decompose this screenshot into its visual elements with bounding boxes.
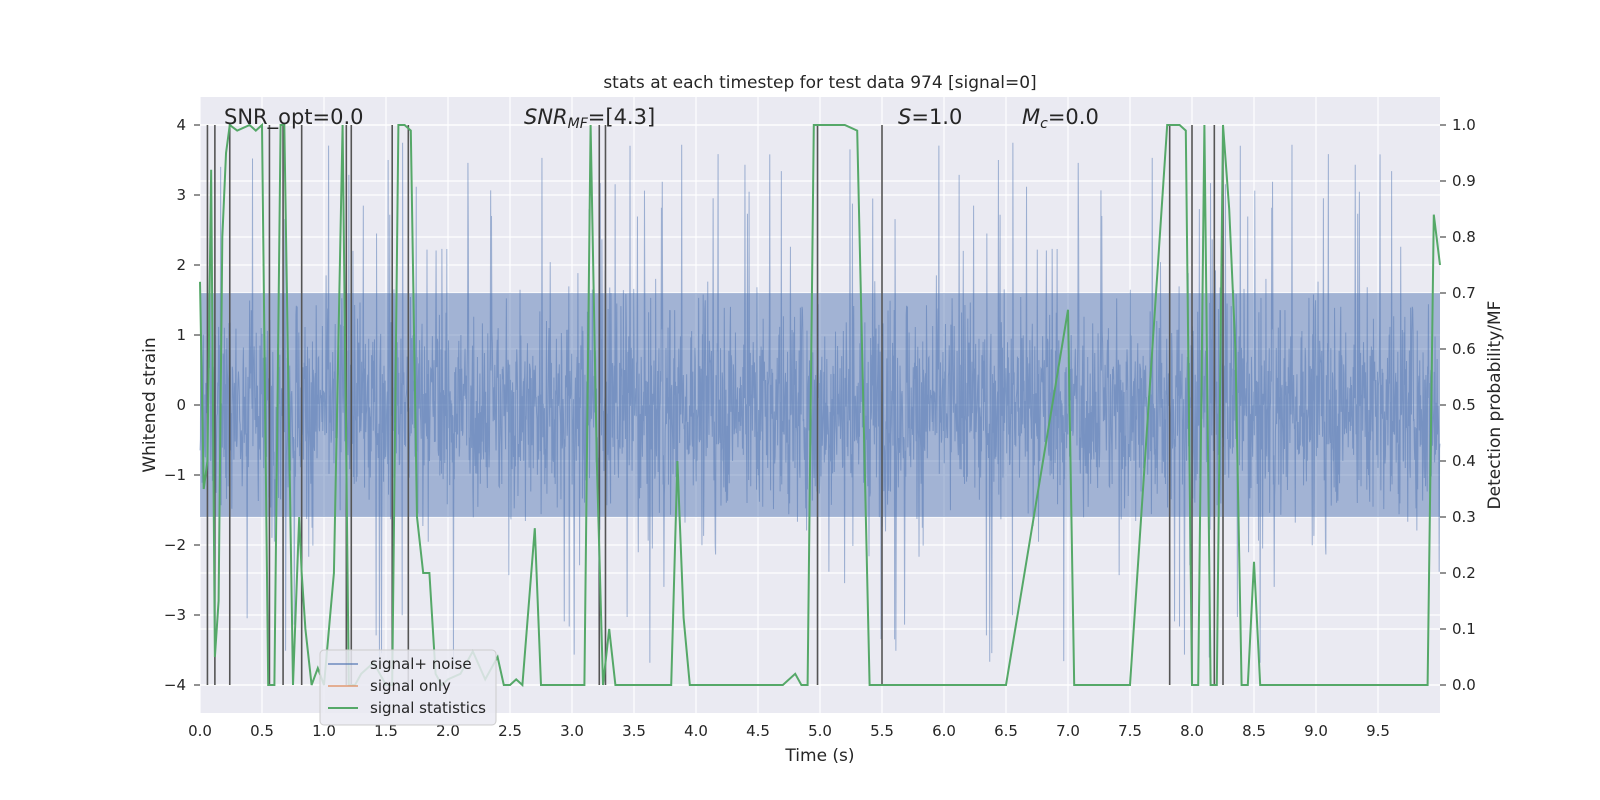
legend-label-statistics: signal statistics [370,699,486,717]
legend-box [319,649,497,726]
annotation-snr-opt: SNR_opt=0.0 [224,105,364,130]
x-tick-label: 3.5 [622,722,646,740]
annotation-mc: Mc=0.0 [1022,105,1099,132]
y-tick-label: −3 [164,606,186,624]
annotation-s: S=1.0 [898,105,962,129]
y-tick-label: 4 [176,116,186,134]
signal-statistics-line [199,122,1441,688]
x-tick-labels: 0.0 0.5 1.0 1.5 2.0 2.5 3.0 3.5 4.0 4.5 5.0 5.5 6.0 6… [188,722,1390,740]
legend: signal+ noise signal only signal statist… [319,649,497,726]
x-tick-label: 7.5 [1118,722,1142,740]
x-tick-label: 1.5 [374,722,398,740]
x-tick-label: 6.5 [994,722,1018,740]
y2-tick-label: 0.8 [1452,228,1476,246]
y2-tick-label: 0.6 [1452,340,1476,358]
y-tick-label: 2 [176,256,186,274]
y-tick-label: 1 [176,326,186,344]
x-tick-label: 8.0 [1180,722,1204,740]
y2-axis-label: Detection probability/MF [1485,301,1505,510]
x-tick-label: 6.0 [932,722,956,740]
y-tick-label: −1 [164,466,186,484]
annotation-snr-mf: SNRMF=[4.3] [524,105,655,132]
y-tick-labels: 4 3 2 1 0 −1 −2 −3 −4 [164,116,200,694]
legend-label-noise: signal+ noise [370,655,472,673]
x-tick-label: 9.5 [1366,722,1390,740]
x-tick-label: 0.0 [188,722,212,740]
x-tick-label: 5.0 [808,722,832,740]
y2-tick-label: 1.0 [1452,116,1476,134]
x-tick-label: 1.0 [312,722,336,740]
y2-tick-label: 0.2 [1452,564,1476,582]
x-tick-label: 5.5 [870,722,894,740]
x-tick-label: 2.5 [498,722,522,740]
y-tick-label: 0 [176,396,186,414]
x-tick-label: 4.5 [746,722,770,740]
y2-tick-label: 0.7 [1452,284,1476,302]
y2-tick-label: 0.5 [1452,396,1476,414]
x-tick-label: 4.0 [684,722,708,740]
y-axis-label: Whitened strain [140,337,160,472]
y2-tick-labels: 1.0 0.9 0.8 0.7 0.6 0.5 0.4 0.3 0.2 0.1 0.0 [1440,116,1476,694]
x-axis-label: Time (s) [784,746,854,766]
y-tick-label: −2 [164,536,186,554]
y-tick-label: 3 [176,186,186,204]
signal-noise-series [199,142,1441,663]
vertical-markers [206,125,1224,685]
x-tick-label: 8.5 [1242,722,1266,740]
x-tick-label: 0.5 [250,722,274,740]
y2-tick-label: 0.1 [1452,620,1476,638]
x-tick-label: 3.0 [560,722,584,740]
y-tick-label: −4 [164,676,186,694]
chart-title: stats at each timestep for test data 974… [603,73,1036,93]
x-tick-label: 7.0 [1056,722,1080,740]
x-tick-label: 2.0 [436,722,460,740]
y2-tick-label: 0.4 [1452,452,1476,470]
y2-tick-label: 0.0 [1452,676,1476,694]
noise-trace [199,142,1441,663]
y2-tick-label: 0.3 [1452,508,1476,526]
y2-tick-label: 0.9 [1452,172,1476,190]
legend-label-signal: signal only [370,677,451,695]
x-tick-label: 9.0 [1304,722,1328,740]
